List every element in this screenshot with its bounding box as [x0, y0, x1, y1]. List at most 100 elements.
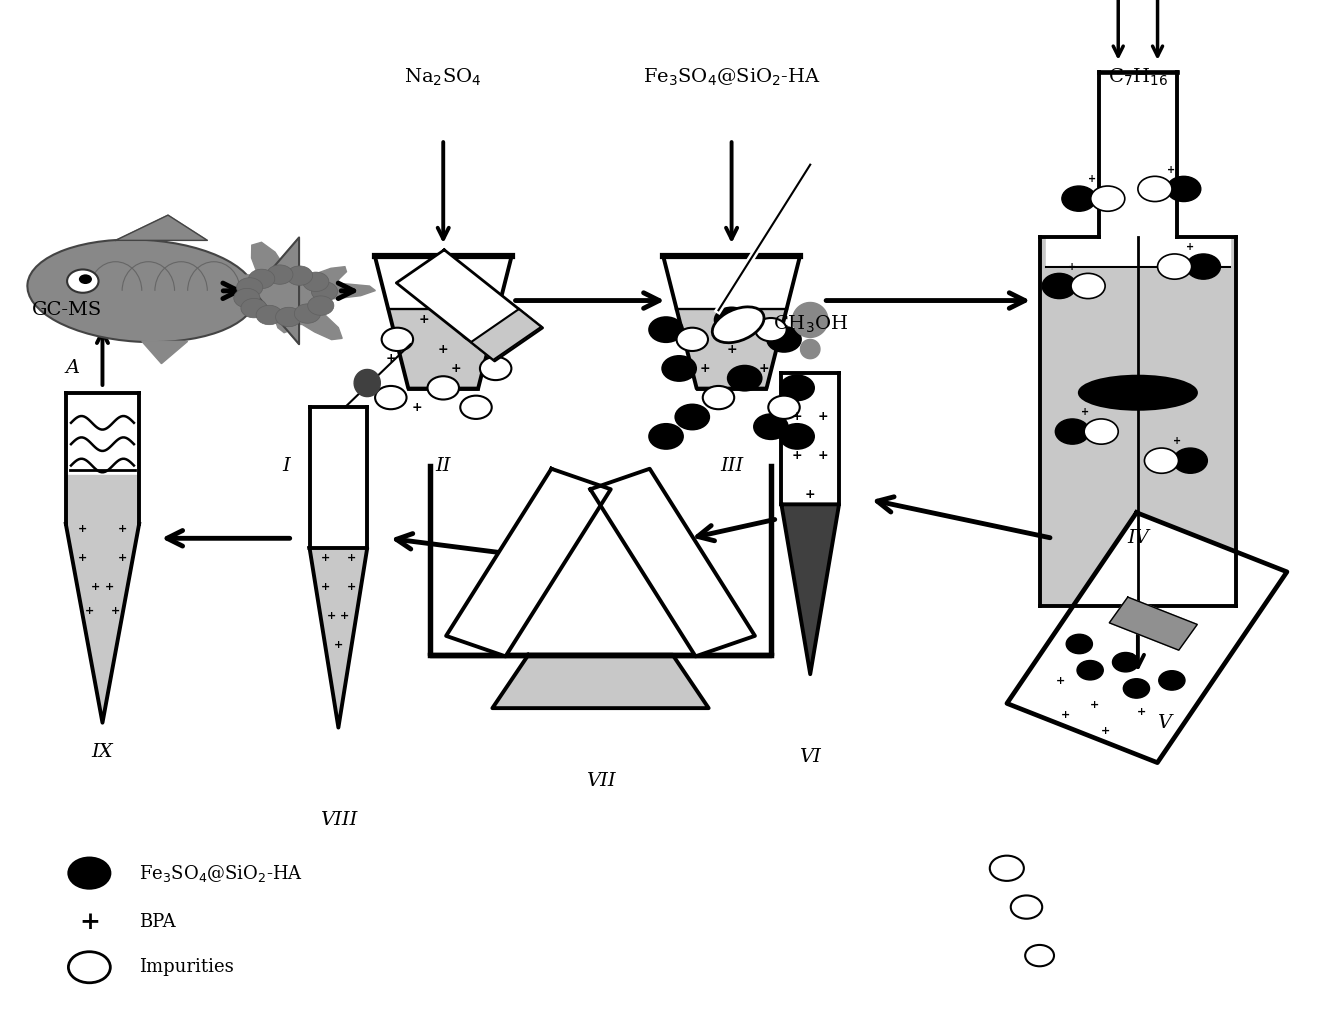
Circle shape [780, 423, 814, 449]
Circle shape [1145, 448, 1178, 473]
Polygon shape [141, 341, 187, 363]
Circle shape [69, 857, 111, 889]
Text: +: + [104, 582, 113, 591]
Polygon shape [781, 374, 839, 504]
Polygon shape [1109, 598, 1198, 651]
Text: +: + [818, 410, 828, 423]
Polygon shape [591, 468, 754, 657]
Circle shape [1062, 186, 1096, 212]
Text: +: + [91, 582, 100, 591]
Polygon shape [781, 504, 839, 674]
Polygon shape [388, 308, 499, 389]
Circle shape [754, 414, 787, 440]
Text: IX: IX [91, 743, 113, 760]
Text: II: II [435, 456, 451, 474]
Text: +: + [1082, 407, 1089, 417]
Text: Na$_2$SO$_4$: Na$_2$SO$_4$ [405, 66, 481, 88]
Circle shape [241, 298, 268, 318]
Text: +: + [1068, 262, 1076, 272]
Text: +: + [438, 343, 448, 355]
Text: +: + [818, 449, 828, 462]
Text: +: + [78, 553, 87, 563]
Text: +: + [418, 314, 429, 327]
Circle shape [79, 274, 92, 284]
Text: +: + [117, 553, 127, 563]
Polygon shape [116, 215, 207, 240]
Polygon shape [793, 302, 828, 337]
Circle shape [662, 356, 696, 381]
Text: +: + [321, 582, 330, 591]
Circle shape [294, 303, 321, 324]
Circle shape [989, 856, 1024, 881]
Text: +: + [327, 611, 336, 621]
Polygon shape [396, 249, 542, 361]
Polygon shape [310, 548, 367, 728]
Text: +: + [78, 523, 87, 533]
Text: +: + [805, 488, 815, 501]
Polygon shape [66, 523, 140, 723]
Circle shape [1138, 176, 1173, 202]
Circle shape [677, 328, 708, 351]
Text: III: III [720, 456, 743, 474]
Text: +: + [1186, 242, 1195, 252]
Circle shape [69, 952, 111, 982]
Polygon shape [1039, 237, 1236, 607]
Text: +: + [451, 362, 462, 375]
Circle shape [460, 396, 492, 419]
Text: +: + [1055, 676, 1066, 685]
Circle shape [768, 396, 799, 419]
Polygon shape [310, 407, 367, 548]
Polygon shape [801, 339, 820, 358]
Circle shape [1055, 419, 1089, 444]
Circle shape [1124, 679, 1150, 698]
Text: +: + [1088, 174, 1096, 184]
Circle shape [703, 386, 735, 409]
Text: +: + [1060, 711, 1070, 721]
Ellipse shape [712, 306, 764, 343]
Circle shape [286, 266, 313, 285]
Text: +: + [674, 410, 685, 423]
Text: Fe$_3$SO$_4$@SiO$_2$-HA: Fe$_3$SO$_4$@SiO$_2$-HA [140, 862, 303, 884]
Circle shape [233, 288, 260, 307]
Polygon shape [1006, 513, 1287, 762]
Circle shape [1186, 253, 1220, 279]
Text: +: + [347, 582, 356, 591]
Circle shape [1174, 448, 1207, 473]
Circle shape [649, 317, 683, 342]
Circle shape [381, 328, 413, 351]
Circle shape [67, 270, 99, 293]
Text: +: + [1091, 700, 1100, 710]
Circle shape [256, 305, 282, 325]
Circle shape [460, 318, 492, 341]
Polygon shape [471, 309, 541, 360]
Polygon shape [1046, 237, 1229, 267]
Text: +: + [1166, 165, 1175, 174]
Text: C$_7$H$_{16}$: C$_7$H$_{16}$ [1108, 66, 1167, 88]
Text: +: + [1101, 726, 1111, 736]
Circle shape [1167, 176, 1200, 202]
Polygon shape [66, 393, 140, 523]
Text: CH$_3$OH: CH$_3$OH [773, 315, 848, 336]
Text: VIII: VIII [319, 810, 357, 829]
Text: +: + [79, 910, 100, 934]
Circle shape [780, 376, 814, 400]
Text: BPA: BPA [140, 913, 175, 930]
Text: Impurities: Impurities [140, 958, 233, 976]
Circle shape [276, 307, 302, 327]
Circle shape [715, 307, 749, 333]
Circle shape [1158, 253, 1191, 279]
Text: Fe$_3$SO$_4$@SiO$_2$-HA: Fe$_3$SO$_4$@SiO$_2$-HA [642, 66, 820, 88]
Polygon shape [353, 370, 380, 397]
Ellipse shape [1079, 376, 1196, 409]
Polygon shape [66, 475, 140, 523]
Text: +: + [117, 523, 127, 533]
Polygon shape [492, 655, 708, 709]
Polygon shape [375, 256, 512, 308]
Circle shape [675, 404, 710, 430]
Circle shape [1071, 274, 1105, 298]
Polygon shape [1099, 72, 1178, 237]
Text: +: + [412, 401, 422, 413]
Text: +: + [700, 362, 711, 375]
Ellipse shape [28, 239, 256, 342]
Text: +: + [111, 606, 120, 616]
